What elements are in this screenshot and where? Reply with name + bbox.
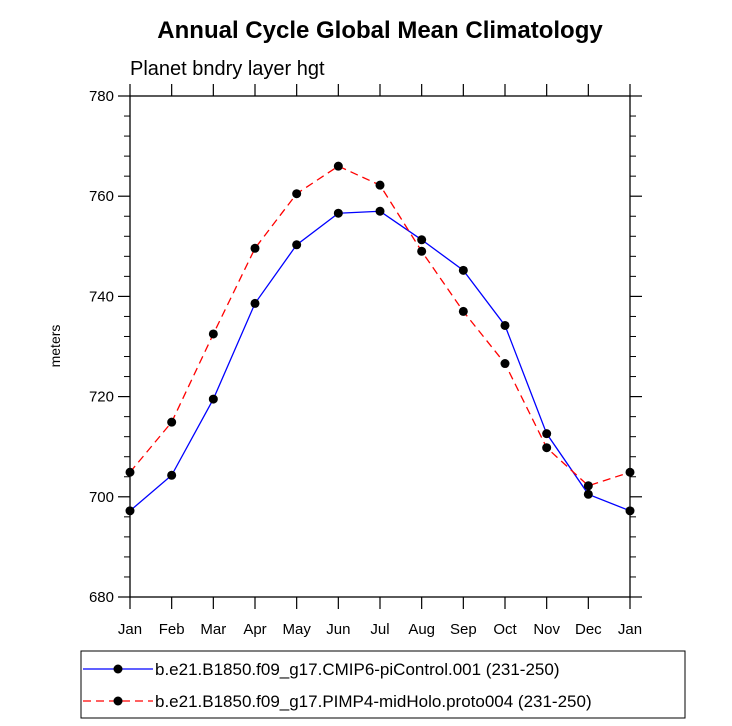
series-2-point	[583, 481, 593, 491]
y-tick-label: 740	[89, 288, 114, 305]
series-layer	[125, 161, 635, 516]
x-tick-label: Apr	[243, 621, 266, 638]
series-2-point	[292, 189, 302, 199]
x-tick-label: Feb	[159, 621, 185, 638]
series-2-point	[250, 243, 260, 253]
series-2-point	[625, 467, 635, 477]
series-2-point	[542, 443, 552, 453]
series-1-point	[583, 489, 593, 499]
legend-label-series-1: b.e21.B1850.f09_g17.CMIP6-piControl.001 …	[155, 660, 560, 679]
series-1-point	[125, 506, 135, 516]
x-tick-label: Mar	[200, 621, 226, 638]
legend-box	[80, 650, 686, 719]
series-1-point	[208, 394, 218, 404]
series-2-point	[125, 467, 135, 477]
series-2-point	[167, 417, 177, 427]
axis-ticks: 680 700 720 740 760 780 Jan Feb Mar Apr May Jun Jul A…	[89, 84, 642, 638]
y-tick-label: 720	[89, 389, 114, 406]
x-tick-label: Oct	[493, 621, 517, 638]
legend-marker-series-2	[113, 696, 123, 706]
series-1-point	[167, 470, 177, 480]
x-tick-label: Nov	[533, 621, 560, 638]
y-tick-label: 760	[89, 188, 114, 205]
series-1-point	[375, 206, 385, 216]
series-1-point	[458, 265, 468, 275]
x-tick-label: Jun	[326, 621, 350, 638]
x-tick-label: Aug	[408, 621, 435, 638]
legend-marker-series-1	[113, 664, 123, 674]
x-tick-label: Dec	[575, 621, 602, 638]
chart-title: Annual Cycle Global Mean Climatology	[157, 17, 603, 44]
series-1-point	[417, 235, 427, 245]
plot-frame	[129, 95, 631, 598]
series-2-point	[500, 359, 510, 369]
series-2-point	[208, 329, 218, 339]
legend: b.e21.B1850.f09_g17.CMIP6-piControl.001 …	[80, 650, 686, 719]
series-1-point	[542, 429, 552, 439]
series-1-point	[250, 298, 260, 308]
x-tick-label: Jan	[118, 621, 142, 638]
y-tick-label: 680	[89, 589, 114, 606]
y-axis-label: meters	[47, 325, 63, 368]
x-tick-label: May	[282, 621, 311, 638]
x-tick-label: Jul	[370, 621, 389, 638]
series-2-point	[333, 161, 343, 171]
series-2-point	[375, 180, 385, 190]
series-1-point	[333, 208, 343, 218]
series-2-point	[458, 306, 468, 316]
series-line-1	[129, 210, 631, 512]
y-tick-label: 700	[89, 489, 114, 506]
x-tick-label: Sep	[450, 621, 477, 638]
series-1-point	[292, 240, 302, 250]
series-2-point	[417, 246, 427, 256]
chart-subtitle: Planet bndry layer hgt	[130, 58, 325, 80]
y-tick-label: 780	[89, 88, 114, 105]
x-tick-label: Jan	[618, 621, 642, 638]
series-1-point	[625, 506, 635, 516]
legend-label-series-2: b.e21.B1850.f09_g17.PIMP4-midHolo.proto0…	[155, 692, 592, 711]
series-1-point	[500, 320, 510, 330]
